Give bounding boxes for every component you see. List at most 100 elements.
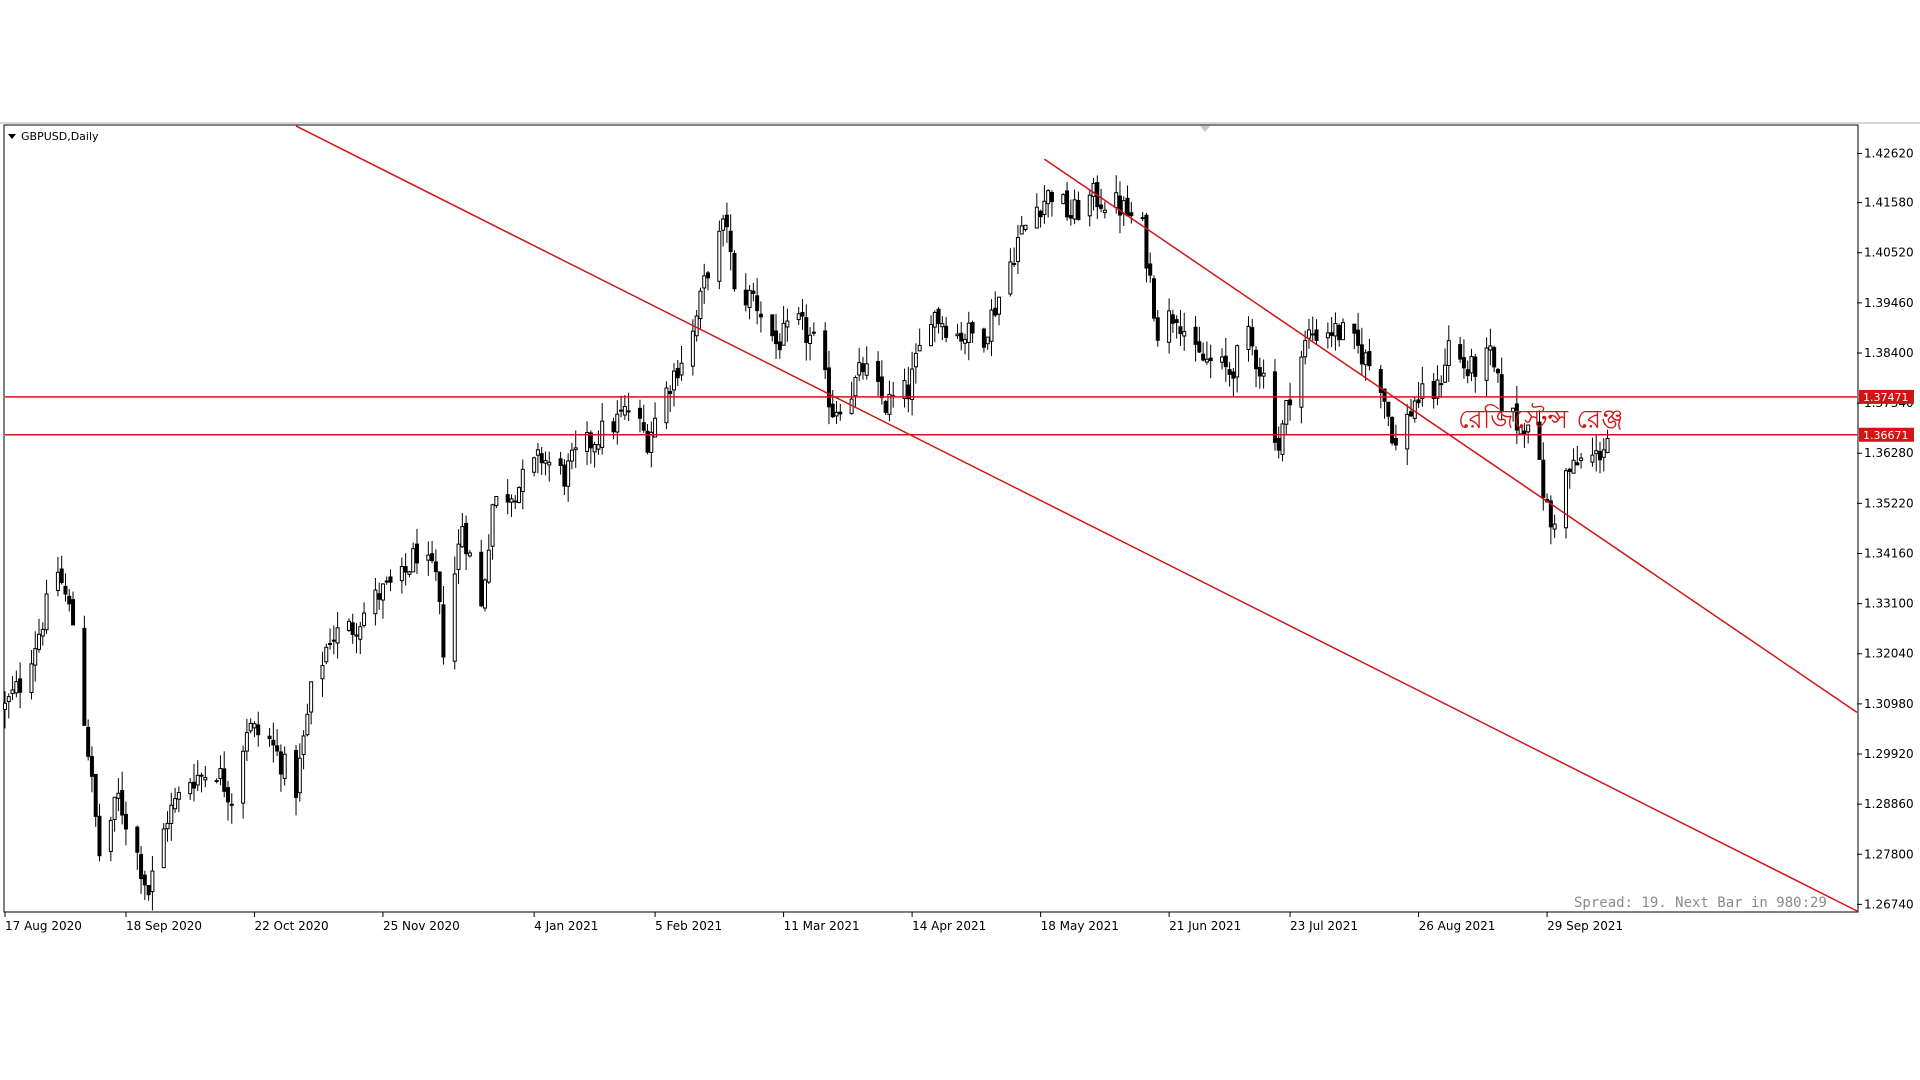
candle bbox=[600, 403, 605, 455]
trend-line-1[interactable] bbox=[295, 125, 1858, 912]
candle bbox=[906, 366, 911, 413]
candle bbox=[675, 359, 680, 387]
trend-line-2[interactable] bbox=[1043, 158, 1858, 714]
chart-shift-marker[interactable] bbox=[1200, 126, 1210, 132]
candle bbox=[1420, 366, 1425, 407]
candle bbox=[539, 446, 544, 475]
candle bbox=[188, 778, 193, 800]
candle bbox=[1220, 348, 1225, 370]
candle bbox=[830, 389, 835, 418]
candle bbox=[67, 589, 72, 612]
time-tick-label: 17 Aug 2020 bbox=[5, 919, 82, 933]
time-tick-label: 5 Feb 2021 bbox=[655, 919, 722, 933]
time-tick-label: 26 Aug 2021 bbox=[1419, 919, 1496, 933]
candle bbox=[1254, 346, 1259, 388]
candle bbox=[6, 693, 11, 719]
candle bbox=[891, 381, 896, 408]
candle bbox=[1227, 362, 1232, 387]
lines-layer bbox=[5, 125, 1858, 912]
candle bbox=[1246, 316, 1251, 362]
candle bbox=[456, 529, 461, 585]
candle bbox=[1435, 365, 1440, 406]
candle bbox=[569, 442, 574, 470]
candle bbox=[1488, 328, 1493, 366]
candle bbox=[796, 307, 801, 326]
candle bbox=[1597, 441, 1602, 474]
candle bbox=[331, 625, 336, 655]
time-tick-label: 22 Oct 2020 bbox=[254, 919, 328, 933]
price-line-label: 1.37471 bbox=[1859, 389, 1914, 404]
candle bbox=[55, 556, 60, 597]
candle bbox=[853, 375, 858, 408]
price-tick-label: 1.41580 bbox=[1864, 196, 1914, 210]
price-tick: 1.34160 bbox=[1857, 546, 1914, 560]
candle bbox=[1272, 359, 1277, 451]
candle bbox=[1329, 317, 1334, 348]
candle bbox=[173, 787, 178, 813]
candle bbox=[1276, 426, 1281, 459]
price-tick: 1.28860 bbox=[1857, 797, 1914, 811]
candle bbox=[1431, 373, 1436, 409]
candle bbox=[1473, 353, 1478, 393]
candle bbox=[1072, 189, 1077, 225]
candle bbox=[1178, 309, 1183, 346]
candle bbox=[1511, 407, 1516, 422]
candle bbox=[1465, 360, 1470, 384]
time-tick: 17 Aug 2020 bbox=[4, 912, 82, 933]
candle bbox=[407, 570, 412, 578]
symbol-dropdown-icon[interactable] bbox=[8, 134, 16, 139]
candle bbox=[191, 763, 196, 802]
candle bbox=[573, 430, 578, 468]
candle bbox=[547, 451, 552, 482]
candle bbox=[1499, 357, 1504, 421]
candle bbox=[328, 628, 333, 650]
price-tick-label: 1.28860 bbox=[1864, 797, 1914, 811]
candle bbox=[267, 727, 272, 747]
candle bbox=[910, 351, 915, 416]
candle bbox=[1250, 318, 1255, 356]
candle bbox=[883, 400, 888, 415]
price-line-label-text: 1.37471 bbox=[1863, 391, 1909, 404]
candle bbox=[917, 328, 922, 352]
candle bbox=[29, 649, 34, 700]
candle bbox=[483, 578, 488, 612]
candle bbox=[1099, 188, 1104, 213]
candle bbox=[373, 578, 378, 626]
candle bbox=[10, 675, 15, 700]
candle bbox=[203, 766, 208, 788]
candle bbox=[229, 793, 234, 824]
candle bbox=[1023, 224, 1028, 232]
candle bbox=[282, 746, 287, 786]
candle bbox=[1416, 382, 1421, 409]
candle bbox=[702, 263, 707, 304]
candle bbox=[1352, 323, 1357, 350]
candle bbox=[857, 347, 862, 382]
candle bbox=[1204, 341, 1209, 365]
candle bbox=[241, 745, 246, 819]
candle bbox=[1522, 423, 1527, 448]
candle bbox=[165, 811, 170, 842]
candle bbox=[1310, 316, 1315, 341]
candle bbox=[146, 885, 151, 901]
candle bbox=[959, 321, 964, 351]
candle bbox=[1325, 322, 1330, 349]
candle bbox=[698, 287, 703, 330]
time-tick: 25 Nov 2020 bbox=[382, 912, 460, 933]
candle bbox=[362, 602, 367, 628]
candle bbox=[176, 786, 181, 813]
candle bbox=[1015, 224, 1020, 274]
candle bbox=[645, 424, 650, 455]
candle bbox=[1412, 396, 1417, 423]
candle bbox=[1484, 337, 1489, 398]
candle bbox=[1601, 438, 1606, 472]
candle bbox=[135, 825, 140, 870]
candle bbox=[354, 623, 359, 654]
candle bbox=[301, 730, 306, 770]
candle bbox=[743, 273, 748, 312]
candle bbox=[63, 573, 68, 602]
price-tick: 1.35220 bbox=[1857, 496, 1914, 510]
candle bbox=[864, 346, 869, 380]
candle bbox=[225, 780, 230, 821]
